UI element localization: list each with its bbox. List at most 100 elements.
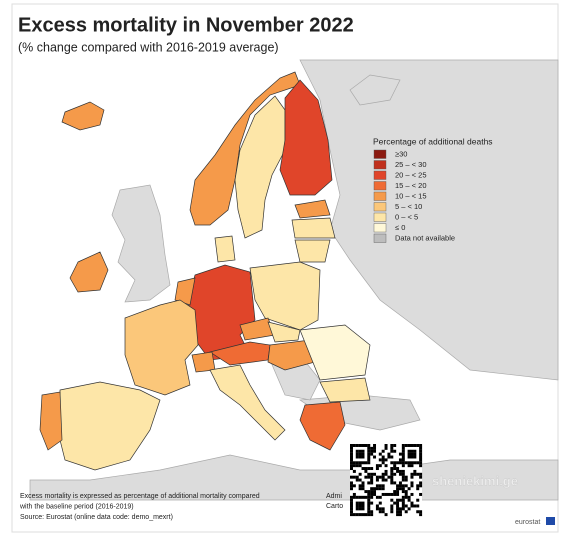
qr-cell (370, 492, 374, 496)
qr-cell (350, 484, 353, 488)
qr-cell (373, 472, 377, 476)
qr-cell (370, 487, 374, 491)
qr-cell (410, 484, 414, 488)
qr-cell (375, 495, 379, 499)
qr-cell (419, 455, 423, 459)
qr-cell (401, 469, 405, 473)
legend-label: 0 – < 5 (395, 212, 418, 221)
uk (111, 184, 171, 303)
qr-cell (419, 481, 423, 485)
lithuania (294, 239, 331, 263)
qr-cell (398, 498, 402, 502)
qr-cell (370, 510, 374, 514)
qr-cell (358, 513, 362, 517)
qr-cell (384, 513, 388, 517)
qr-cell (367, 446, 371, 450)
qr-cell (404, 492, 408, 496)
qr-cell (384, 458, 388, 462)
qr-cell (416, 484, 420, 488)
map (29, 59, 559, 501)
qr-cell (358, 472, 362, 476)
qr-cell (404, 504, 408, 508)
qr-cell (401, 475, 405, 479)
ireland (69, 251, 109, 293)
qr-cell (367, 455, 371, 459)
qr-cell (358, 487, 362, 491)
qr-cell (367, 501, 371, 505)
qr-cell (410, 444, 414, 447)
qr-cell (355, 452, 359, 456)
qr-cell (381, 458, 385, 462)
qr-cell (355, 464, 359, 468)
qr-cell (398, 487, 402, 491)
qr-cell (393, 472, 397, 476)
legend: Percentage of additional deaths ≥30 25 – … (373, 136, 493, 243)
qr-cell (370, 495, 374, 499)
qr-cell (364, 490, 368, 494)
qr-cell (396, 469, 400, 473)
qr-cell (390, 472, 394, 476)
spain (59, 381, 161, 471)
qr-cell (381, 455, 385, 459)
qr-cell (393, 492, 397, 496)
legend-label: ≥30 (395, 149, 407, 158)
qr-cell (387, 492, 391, 496)
qr-cell (416, 510, 420, 514)
qr-cell (401, 458, 405, 462)
qr-cell (413, 469, 417, 473)
qr-cell (404, 461, 408, 465)
qr-cell (373, 487, 377, 491)
qr-cell (390, 446, 394, 450)
qr-cell (390, 492, 394, 496)
qr-cell (352, 464, 356, 468)
qr-cell (390, 449, 394, 453)
qr-cell (416, 472, 420, 476)
qr-cell (393, 467, 397, 471)
qr-cell (419, 449, 423, 453)
qr-cell (398, 484, 402, 488)
qr-cell (378, 495, 382, 499)
qr-cell (393, 461, 397, 465)
qr-cell (370, 501, 374, 505)
qr-cell (404, 484, 408, 488)
qr-cell (401, 461, 405, 465)
switzerland (191, 351, 216, 373)
qr-cell (361, 501, 365, 505)
qr-cell (401, 487, 405, 491)
qr-cell (416, 498, 420, 502)
hungary (267, 339, 316, 371)
qr-cell (350, 464, 353, 468)
qr-cell (370, 467, 374, 471)
qr-cell (390, 475, 394, 479)
qr-cell (407, 455, 411, 459)
qr-cell (367, 490, 371, 494)
romania (299, 324, 371, 381)
qr-cell (416, 444, 420, 447)
qr-cell (350, 455, 353, 459)
title: Excess mortality in November 2022 (18, 14, 354, 36)
qr-cell (407, 498, 411, 502)
qr-cell (401, 498, 405, 502)
qr-cell (381, 492, 385, 496)
qr-cell (355, 444, 359, 447)
sweden (234, 95, 286, 239)
qr-cell (384, 478, 388, 482)
qr-cell (373, 455, 377, 459)
qr-cell (419, 492, 423, 496)
qr-cell (384, 469, 388, 473)
qr-cell (407, 444, 411, 447)
qr-cell (396, 490, 400, 494)
qr-cell (396, 498, 400, 502)
qr-cell (350, 449, 353, 453)
qr-cell (358, 452, 362, 456)
qr-cell (381, 449, 385, 453)
qr-cell (367, 461, 371, 465)
qr-cell (407, 452, 411, 456)
qr-cell (361, 452, 365, 456)
qr-cell (367, 472, 371, 476)
qr-cell (384, 444, 388, 447)
admin-text: Carto (326, 503, 343, 510)
qr-cell (361, 449, 365, 453)
qr-cell (352, 484, 356, 488)
qr-cell (410, 481, 414, 485)
